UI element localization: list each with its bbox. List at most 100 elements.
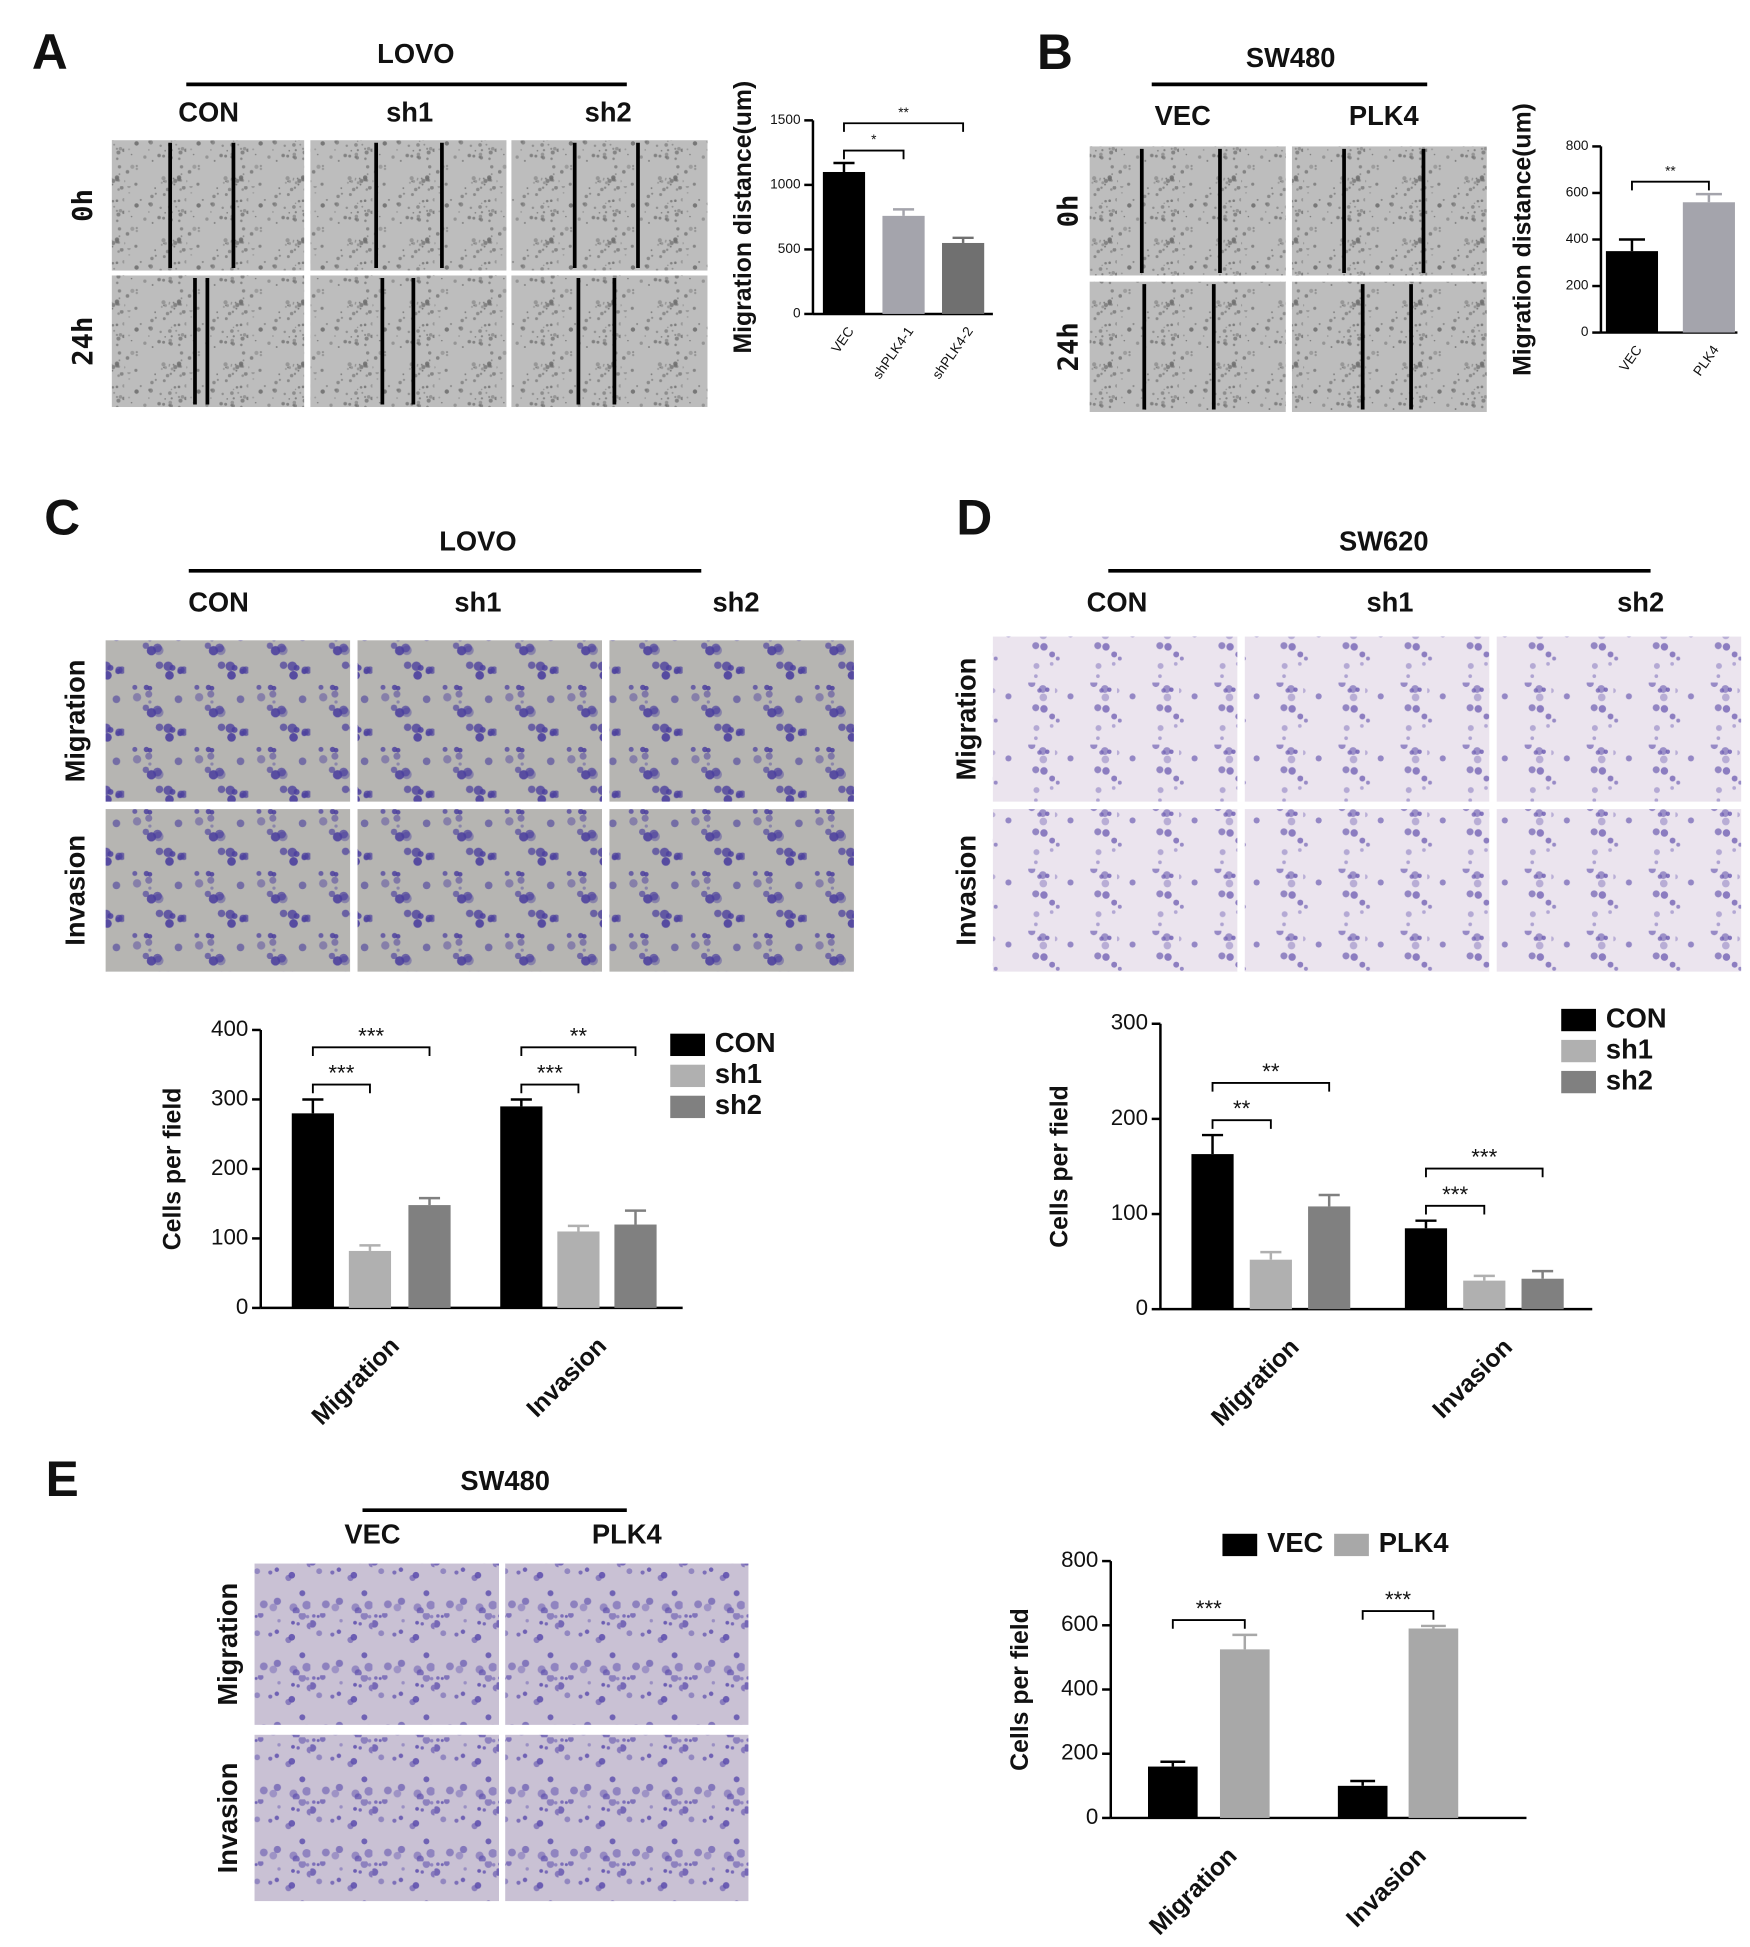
micrograph xyxy=(992,809,1238,972)
y-tick-label: 600 xyxy=(1061,1611,1098,1636)
significance-bracket xyxy=(1631,180,1710,191)
micrograph xyxy=(1089,146,1286,276)
row-label: Migration xyxy=(212,1583,243,1706)
significance-label: *** xyxy=(1442,1182,1468,1207)
panel-label: D xyxy=(956,489,992,545)
micrograph xyxy=(1496,636,1742,802)
micrograph xyxy=(310,275,507,408)
y-tick-label: 100 xyxy=(211,1224,248,1249)
column-label: CON xyxy=(188,587,249,618)
x-tick-label: Migration xyxy=(307,1332,405,1430)
micrograph xyxy=(105,640,351,802)
significance-bracket xyxy=(843,149,905,160)
significance-bracket xyxy=(520,1083,580,1094)
y-tick-label: 1500 xyxy=(770,112,801,127)
panel-label: A xyxy=(32,24,68,80)
column-label: PLK4 xyxy=(592,1518,663,1549)
x-tick-label: Invasion xyxy=(1342,1842,1432,1932)
micrograph xyxy=(505,1734,749,1902)
y-axis-label: Cells per field xyxy=(1047,1085,1074,1248)
y-tick-label: 0 xyxy=(1086,1804,1098,1829)
legend-label: VEC xyxy=(1267,1527,1323,1558)
x-tick-label: Migration xyxy=(1145,1842,1243,1940)
y-tick-label: 400 xyxy=(1566,231,1589,246)
micrograph xyxy=(105,809,351,972)
cell-line: SW480 xyxy=(1246,42,1336,73)
significance-label: *** xyxy=(358,1023,384,1048)
significance-bracket xyxy=(1171,1619,1246,1629)
micrograph xyxy=(310,140,507,271)
y-tick-label: 400 xyxy=(211,1016,248,1041)
row-label: 24h xyxy=(1053,322,1084,371)
x-tick-label: Invasion xyxy=(522,1332,612,1422)
bar xyxy=(1463,1280,1506,1310)
row-label: Migration xyxy=(59,660,90,783)
y-tick-label: 200 xyxy=(211,1155,248,1180)
micrograph xyxy=(111,140,305,271)
cell-line: SW480 xyxy=(460,1465,550,1496)
row-label: 0h xyxy=(68,189,99,222)
panel-label: B xyxy=(1037,24,1073,80)
significance-bracket xyxy=(1211,1082,1331,1092)
y-tick-label: 0 xyxy=(1581,324,1589,339)
legend-label: sh1 xyxy=(715,1058,762,1089)
micrograph xyxy=(1496,809,1742,972)
panel-label: C xyxy=(44,489,80,545)
column-label: sh1 xyxy=(386,96,433,127)
y-tick-label: 0 xyxy=(1136,1295,1148,1320)
y-tick-label: 300 xyxy=(211,1085,248,1110)
legend-label: CON xyxy=(715,1027,776,1058)
micrograph xyxy=(357,640,602,802)
legend-label: sh2 xyxy=(1606,1064,1653,1095)
x-tick-label: VEC xyxy=(1616,343,1644,375)
x-tick-label: shPLK4-2 xyxy=(929,324,976,382)
x-tick-label: Migration xyxy=(1207,1334,1305,1432)
y-tick-label: 200 xyxy=(1566,278,1589,293)
row-label: Invasion xyxy=(950,835,981,946)
significance-label: *** xyxy=(537,1061,563,1086)
x-tick-label: Invasion xyxy=(1428,1334,1518,1424)
bar xyxy=(1219,1649,1270,1818)
x-tick-label: VEC xyxy=(828,324,856,356)
cell-line: LOVO xyxy=(377,38,454,69)
micrograph xyxy=(609,640,854,802)
y-tick-label: 200 xyxy=(1111,1105,1148,1130)
bar xyxy=(1337,1785,1388,1818)
significance-label: ** xyxy=(1262,1059,1280,1084)
significance-bracket xyxy=(311,1083,371,1094)
significance-label: ** xyxy=(1233,1096,1251,1121)
legend-swatch xyxy=(1222,1533,1258,1557)
y-tick-label: 100 xyxy=(1111,1200,1148,1225)
y-tick-label: 500 xyxy=(778,241,801,256)
significance-label: * xyxy=(871,132,877,147)
bar xyxy=(500,1106,543,1308)
micrograph xyxy=(357,809,602,972)
bar xyxy=(1404,1228,1448,1310)
y-axis-label: Migration distance(um) xyxy=(1510,103,1537,376)
y-tick-label: 400 xyxy=(1061,1675,1098,1700)
x-tick-label: shPLK4-1 xyxy=(870,324,917,382)
bar xyxy=(1308,1206,1351,1310)
bar xyxy=(348,1250,392,1308)
row-label: Invasion xyxy=(212,1763,243,1874)
significance-bracket xyxy=(843,122,965,132)
micrograph xyxy=(254,1563,500,1725)
significance-label: *** xyxy=(1385,1587,1411,1612)
y-tick-label: 200 xyxy=(1061,1740,1098,1765)
bar xyxy=(942,242,985,314)
legend-label: sh2 xyxy=(715,1089,762,1120)
y-axis-label: Cells per field xyxy=(159,1088,186,1251)
column-label: PLK4 xyxy=(1349,100,1420,131)
column-label: VEC xyxy=(344,1518,400,1549)
y-tick-label: 1000 xyxy=(770,177,801,192)
micrograph xyxy=(1291,281,1487,412)
legend-swatch xyxy=(1561,1039,1596,1063)
column-label: sh2 xyxy=(585,96,632,127)
bar xyxy=(291,1113,334,1308)
row-label: 0h xyxy=(1053,195,1084,228)
column-label: VEC xyxy=(1155,100,1211,131)
panel-label: E xyxy=(46,1451,79,1507)
y-tick-label: 0 xyxy=(236,1294,248,1319)
